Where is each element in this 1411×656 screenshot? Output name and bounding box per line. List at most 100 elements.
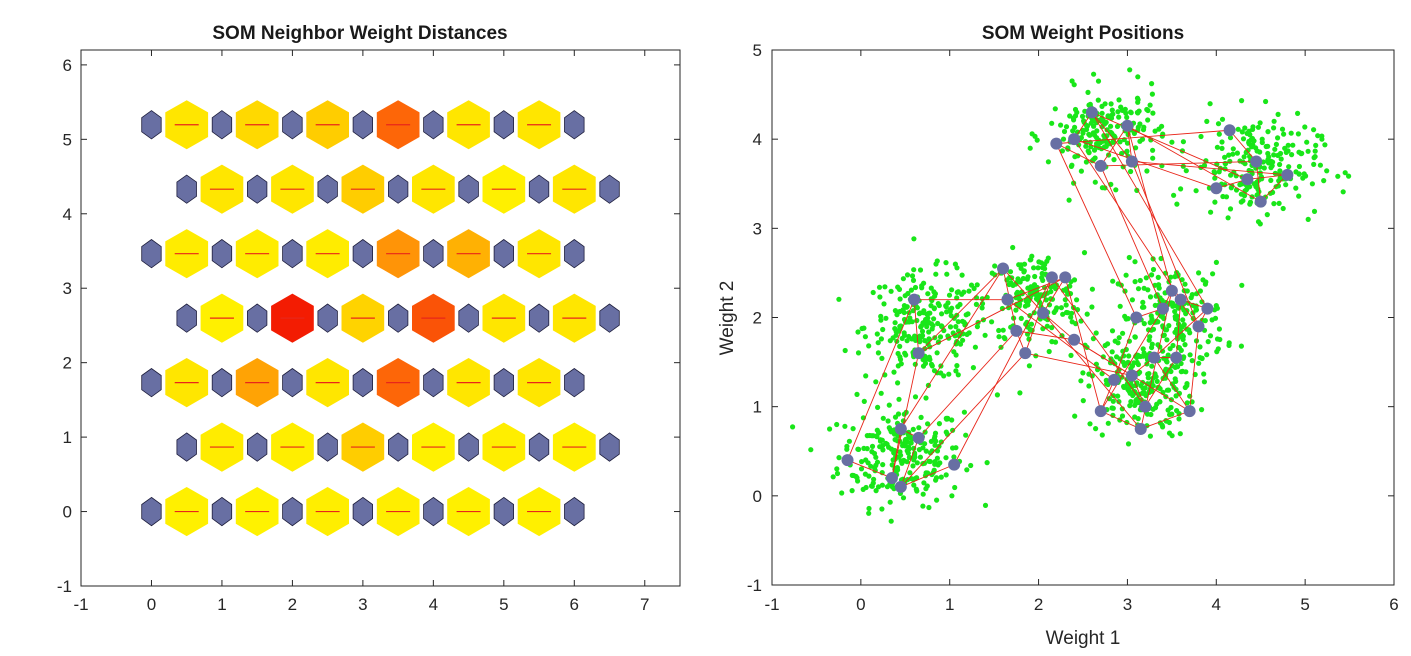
right-x-axis-label: Weight 1 [1046,628,1121,649]
neuron-hex [141,239,162,269]
neuron-link [1229,129,1257,162]
data-point [1149,363,1155,369]
data-point [1264,212,1270,218]
data-point [1147,433,1153,439]
data-point [1178,186,1184,192]
data-point [979,305,985,311]
data-point [1246,138,1252,144]
data-point [1170,300,1176,306]
data-point [1124,148,1130,154]
neuron-point [1134,422,1147,435]
data-point [836,455,842,461]
data-point [890,457,896,463]
data-point [1346,173,1352,179]
data-point [1239,282,1245,288]
data-point [925,421,931,427]
neuron-point [1050,137,1063,150]
data-point [874,331,880,337]
data-point [1141,124,1147,130]
data-point [919,333,926,339]
data-point [1212,199,1218,205]
data-point [1046,348,1052,355]
data-point [1020,275,1026,282]
data-point [910,277,917,283]
data-point [907,315,913,321]
data-point [1021,261,1028,267]
data-point [914,475,920,481]
data-point [1317,162,1323,168]
data-point [898,361,904,367]
data-point [1212,175,1218,181]
data-point [920,445,926,451]
data-point [918,414,924,420]
data-point [1129,297,1135,303]
neuron-link [1127,125,1261,202]
data-point [919,285,925,291]
data-point [861,445,867,451]
neuron-hex [282,496,303,527]
data-point [1174,201,1180,207]
neuron-hex [564,239,585,269]
x-tick-label: -1 [73,595,88,614]
data-point [1018,315,1024,321]
data-point [1180,139,1186,145]
data-point [790,424,796,430]
data-point [1179,277,1185,283]
data-point [1080,370,1086,376]
neuron-link [1091,112,1133,162]
data-point [1049,325,1055,331]
data-point [1230,151,1236,157]
data-point [1154,318,1160,324]
data-point [1193,305,1199,311]
data-point [1168,274,1174,280]
data-point [1128,168,1134,175]
neuron-hex [493,110,514,140]
data-point [982,502,989,508]
data-point [1135,110,1141,116]
data-point [1083,143,1089,149]
data-point [1257,221,1263,227]
right-neuron-links [847,112,1288,488]
neuron-hex [317,174,338,204]
data-point [950,427,956,433]
data-point [929,326,935,332]
neuron-link [847,299,915,461]
data-point [1122,362,1128,368]
data-point [866,510,872,516]
data-point [920,357,926,363]
neuron-hex [528,174,550,204]
data-point [1286,164,1292,170]
neuron-link [1100,165,1164,309]
data-point [1103,377,1109,383]
neuron-link [1255,161,1262,202]
data-point [1247,132,1253,138]
data-point [855,350,862,356]
neuron-link [1100,410,1141,430]
data-point [1049,339,1055,345]
neuron-point [885,472,898,484]
data-point [892,308,899,314]
data-point [1271,125,1277,131]
data-point [875,350,882,356]
data-point [970,365,977,371]
data-point [1109,107,1115,113]
data-point [866,505,872,512]
neuron-hex [564,110,585,140]
neuron-link [1100,161,1257,167]
data-point [931,368,938,374]
data-point [1293,185,1299,191]
data-point [1045,159,1051,165]
data-point [1072,106,1079,113]
data-point [1140,385,1146,391]
data-point [1008,280,1014,286]
data-point [953,368,959,374]
data-point [1069,310,1075,316]
data-point [960,337,966,343]
data-point [1036,259,1042,265]
neuron-hex [246,174,268,204]
data-point [1068,352,1074,358]
data-point [897,323,903,329]
x-tick-label: 6 [1389,595,1398,614]
data-point [1127,67,1133,73]
data-point [1180,317,1186,323]
